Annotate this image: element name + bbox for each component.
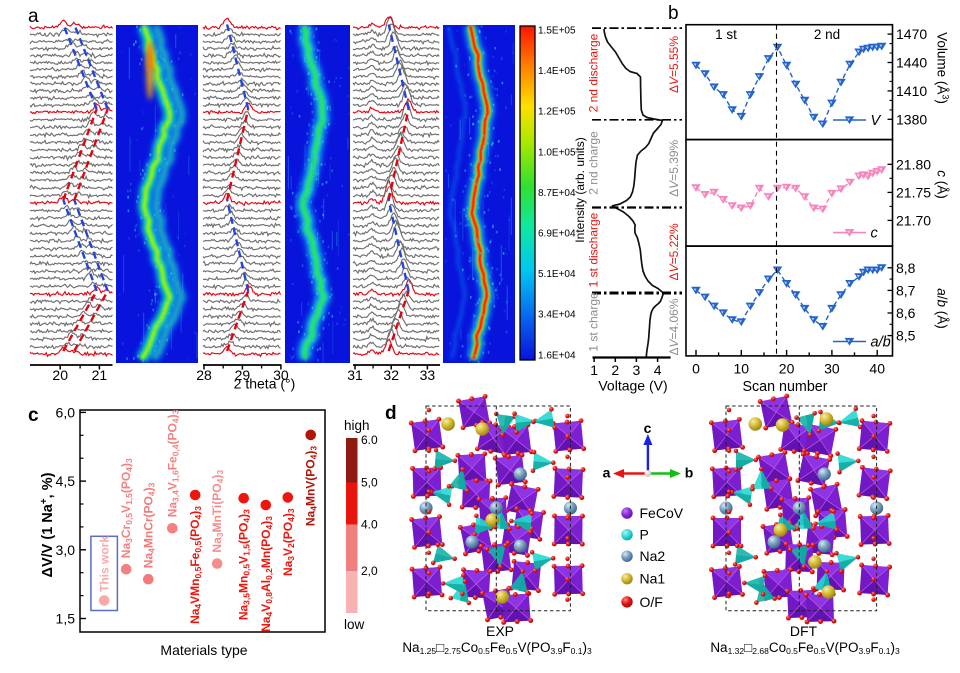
svg-text:Materials type: Materials type <box>160 642 247 658</box>
svg-text:V: V <box>871 113 882 129</box>
svg-text:Na2: Na2 <box>640 548 666 564</box>
svg-text:d: d <box>385 403 397 424</box>
svg-text:This work: This work <box>98 536 112 592</box>
svg-text:31: 31 <box>347 367 363 383</box>
svg-text:a/b (Å): a/b (Å) <box>935 288 950 329</box>
svg-text:ΔV=5.22%: ΔV=5.22% <box>667 223 681 280</box>
svg-text:FeCoV: FeCoV <box>640 505 684 521</box>
svg-text:a: a <box>603 465 611 481</box>
svg-text:1380: 1380 <box>896 111 927 127</box>
svg-text:4: 4 <box>654 362 662 378</box>
svg-text:Scan number: Scan number <box>742 379 827 395</box>
svg-text:c: c <box>644 420 652 436</box>
svg-text:30: 30 <box>824 361 840 377</box>
svg-text:1.4E+05: 1.4E+05 <box>538 66 576 77</box>
svg-text:20: 20 <box>52 367 68 383</box>
svg-text:6.9E+04: 6.9E+04 <box>538 229 576 240</box>
svg-text:1,5: 1,5 <box>56 611 76 627</box>
svg-text:Na3,4V1,6Fe0,4(PO4)3: Na3,4V1,6Fe0,4(PO4)3 <box>165 409 180 517</box>
svg-text:Intensity (arb. units): Intensity (arb. units) <box>573 137 587 242</box>
svg-text:1 st discharge: 1 st discharge <box>587 212 601 287</box>
svg-text:O/F: O/F <box>640 594 663 610</box>
svg-text:2: 2 <box>611 362 619 378</box>
svg-text:6,0: 6,0 <box>56 404 76 420</box>
svg-text:30: 30 <box>273 367 289 383</box>
svg-text:b: b <box>685 465 694 481</box>
svg-text:ΔV/V (1 Na+, %): ΔV/V (1 Na+, %) <box>39 472 57 577</box>
svg-text:5,0: 5,0 <box>361 476 378 490</box>
svg-text:low: low <box>344 617 365 632</box>
svg-text:Voltage (V): Voltage (V) <box>598 378 667 394</box>
svg-text:1410: 1410 <box>896 83 927 99</box>
svg-text:c: c <box>871 226 879 242</box>
svg-text:ΔV=5.55%: ΔV=5.55% <box>667 36 681 93</box>
svg-text:21: 21 <box>92 367 108 383</box>
svg-text:21.80: 21.80 <box>896 156 931 172</box>
svg-text:4,5: 4,5 <box>56 473 76 489</box>
svg-text:21.70: 21.70 <box>896 212 931 228</box>
svg-text:6.0: 6.0 <box>361 433 378 447</box>
svg-text:ΔV=5.39%: ΔV=5.39% <box>667 139 681 196</box>
svg-text:Na4MnCr(PO4)3: Na4MnCr(PO4)3 <box>141 482 156 568</box>
svg-text:32: 32 <box>383 367 399 383</box>
svg-text:3.4E+04: 3.4E+04 <box>538 310 576 321</box>
svg-text:Na3,5Mn0,5V1,5(PO4)3: Na3,5Mn0,5V1,5(PO4)3 <box>237 509 252 620</box>
svg-text:4.0: 4.0 <box>361 518 378 532</box>
svg-text:1440: 1440 <box>896 55 927 71</box>
svg-text:Na4VMn0,5Fe0,5(PO4)3: Na4VMn0,5Fe0,5(PO4)3 <box>188 506 203 624</box>
svg-text:2 theta (°): 2 theta (°) <box>234 376 296 392</box>
svg-text:8,8: 8,8 <box>896 260 916 276</box>
svg-text:40: 40 <box>869 361 885 377</box>
svg-text:8.7E+04: 8.7E+04 <box>538 188 576 199</box>
svg-text:1.0E+05: 1.0E+05 <box>538 147 576 158</box>
svg-text:10: 10 <box>734 361 750 377</box>
svg-text:29: 29 <box>235 367 251 383</box>
svg-text:21.75: 21.75 <box>896 184 931 200</box>
svg-text:Na4MnV(PO4)3: Na4MnV(PO4)3 <box>304 446 319 526</box>
svg-text:a: a <box>28 6 39 27</box>
svg-text:Na3Cr0,5V1,5(PO4)3: Na3Cr0,5V1,5(PO4)3 <box>119 458 134 558</box>
svg-text:2,0: 2,0 <box>361 564 378 578</box>
svg-text:2 nd charge: 2 nd charge <box>587 131 601 195</box>
svg-text:P: P <box>640 527 649 543</box>
svg-text:1.6E+04: 1.6E+04 <box>538 350 576 361</box>
svg-text:8,5: 8,5 <box>896 328 916 344</box>
svg-text:b: b <box>668 3 679 24</box>
svg-text:Volume (Å3): Volume (Å3) <box>935 32 951 104</box>
svg-text:c (Å): c (Å) <box>935 170 950 199</box>
svg-text:1 st: 1 st <box>715 27 737 42</box>
svg-text:1.5E+05: 1.5E+05 <box>538 26 576 37</box>
svg-text:DFT: DFT <box>790 623 818 639</box>
svg-text:ΔV=4.06%: ΔV=4.06% <box>667 298 681 355</box>
svg-text:0: 0 <box>692 361 700 377</box>
svg-text:33: 33 <box>420 367 436 383</box>
svg-text:8,7: 8,7 <box>896 282 916 298</box>
svg-text:20: 20 <box>779 361 795 377</box>
svg-text:5.1E+04: 5.1E+04 <box>538 269 576 280</box>
svg-text:3: 3 <box>633 362 641 378</box>
svg-text:8,6: 8,6 <box>896 305 916 321</box>
svg-text:a/b: a/b <box>871 335 891 351</box>
svg-text:Na3MnTi(PO4)3: Na3MnTi(PO4)3 <box>210 470 225 553</box>
svg-text:2 nd: 2 nd <box>814 27 840 42</box>
svg-text:3,0: 3,0 <box>56 542 76 558</box>
svg-text:c: c <box>28 405 39 426</box>
svg-text:Na1: Na1 <box>640 571 666 587</box>
svg-text:1 st charge: 1 st charge <box>587 292 601 352</box>
svg-text:28: 28 <box>196 367 212 383</box>
svg-text:EXP: EXP <box>486 623 514 639</box>
svg-text:1.2E+05: 1.2E+05 <box>538 107 576 118</box>
svg-text:1470: 1470 <box>896 26 927 42</box>
svg-text:1: 1 <box>590 362 598 378</box>
svg-text:high: high <box>344 418 370 433</box>
svg-text:2 nd discharge: 2 nd discharge <box>587 33 601 112</box>
